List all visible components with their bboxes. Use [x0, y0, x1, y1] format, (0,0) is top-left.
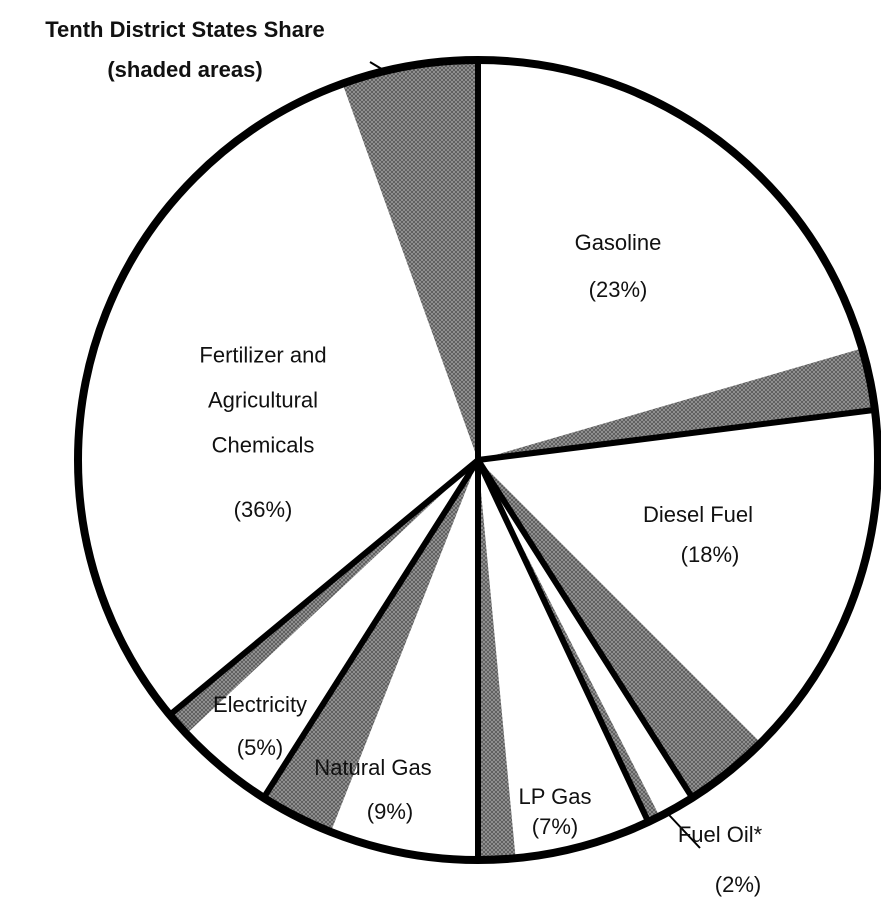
value-label: (2%) [714, 872, 762, 897]
district-share [478, 348, 875, 460]
value-label: (23%) [588, 277, 648, 302]
pie-slice [77, 60, 478, 715]
slice-label: Fuel Oil* [677, 822, 763, 847]
slice-label: Gasoline [574, 230, 662, 255]
value-label: (36%) [233, 497, 293, 522]
district-share [169, 460, 478, 734]
district-share [478, 460, 516, 860]
pie-slice [169, 460, 478, 798]
slice-border [477, 406, 876, 463]
value-label: (18%) [680, 542, 740, 567]
slice-label: Electricity [212, 692, 308, 717]
value-label: (5%) [236, 735, 284, 760]
pie-outline [74, 56, 881, 864]
value-label: (7%) [531, 814, 579, 839]
slice-border [261, 458, 481, 800]
pie-slice [478, 460, 649, 860]
district-share [478, 460, 761, 798]
annotation: Tenth District States Share [45, 17, 325, 42]
slice-border [475, 458, 695, 800]
slice-border [475, 458, 652, 824]
pie-slice [478, 409, 878, 798]
slice-border [167, 457, 480, 718]
slice-label: Fertilizer and Agricultural Chemicals [199, 342, 327, 458]
district-share [342, 60, 478, 460]
district-share [263, 460, 478, 832]
pie-slice [478, 60, 875, 460]
slice-label: LP Gas [518, 784, 592, 809]
pie-slice [478, 460, 693, 822]
value-label: (9%) [366, 799, 414, 824]
slice-label: Diesel Fuel [642, 502, 754, 527]
annotation: (shaded areas) [107, 57, 263, 82]
slice-label: Natural Gas [314, 755, 432, 780]
